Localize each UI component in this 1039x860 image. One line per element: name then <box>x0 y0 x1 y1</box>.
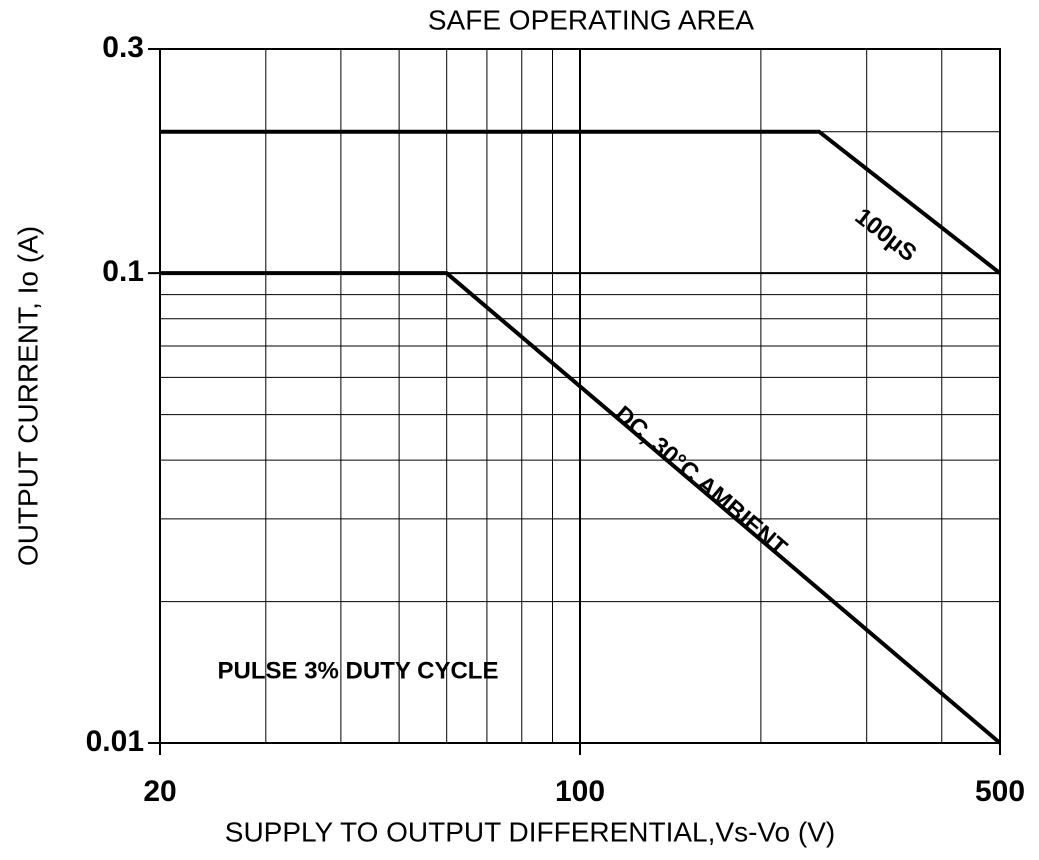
x-tick-label: 100 <box>555 775 605 808</box>
series-line <box>160 271 1002 745</box>
annotation: PULSE 3% DUTY CYCLE <box>218 657 499 684</box>
x-tick-label: 500 <box>975 775 1025 808</box>
y-tick-label: 0.01 <box>86 725 144 758</box>
x-tick-label: 20 <box>143 775 176 808</box>
y-tick-label: 0.1 <box>102 255 144 288</box>
plot-frame <box>159 48 1001 744</box>
chart-title: SAFE OPERATING AREA <box>428 4 755 35</box>
x-axis-label: SUPPLY TO OUTPUT DIFFERENTIAL,Vs-Vo (V) <box>225 816 835 847</box>
y-tick-label: 0.3 <box>102 31 144 64</box>
series-line <box>160 129 1002 275</box>
y-axis-label: OUTPUT CURRENT, Io (A) <box>12 226 43 566</box>
